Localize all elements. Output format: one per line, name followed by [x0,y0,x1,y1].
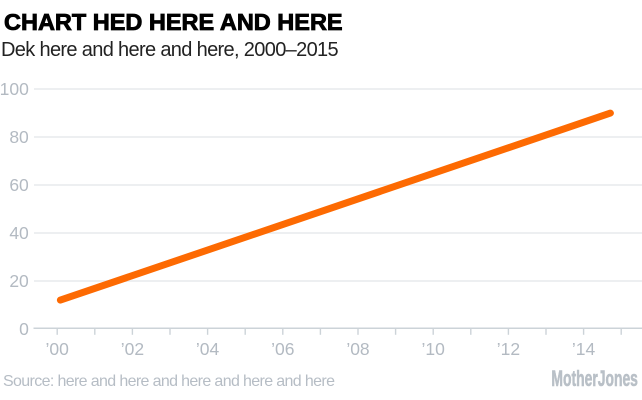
svg-text:20: 20 [9,271,29,291]
svg-text:40: 40 [9,223,29,243]
svg-text:’04: ’04 [196,339,220,359]
svg-text:’08: ’08 [346,339,369,359]
svg-text:80: 80 [9,127,29,147]
svg-text:60: 60 [9,175,29,195]
svg-text:’12: ’12 [497,339,520,359]
svg-text:’02: ’02 [121,339,144,359]
svg-text:’06: ’06 [271,339,294,359]
svg-text:’00: ’00 [46,339,70,359]
svg-text:’10: ’10 [422,339,446,359]
svg-text:0: 0 [19,319,29,339]
svg-text:100: 100 [0,79,29,99]
svg-text:’14: ’14 [572,339,596,359]
